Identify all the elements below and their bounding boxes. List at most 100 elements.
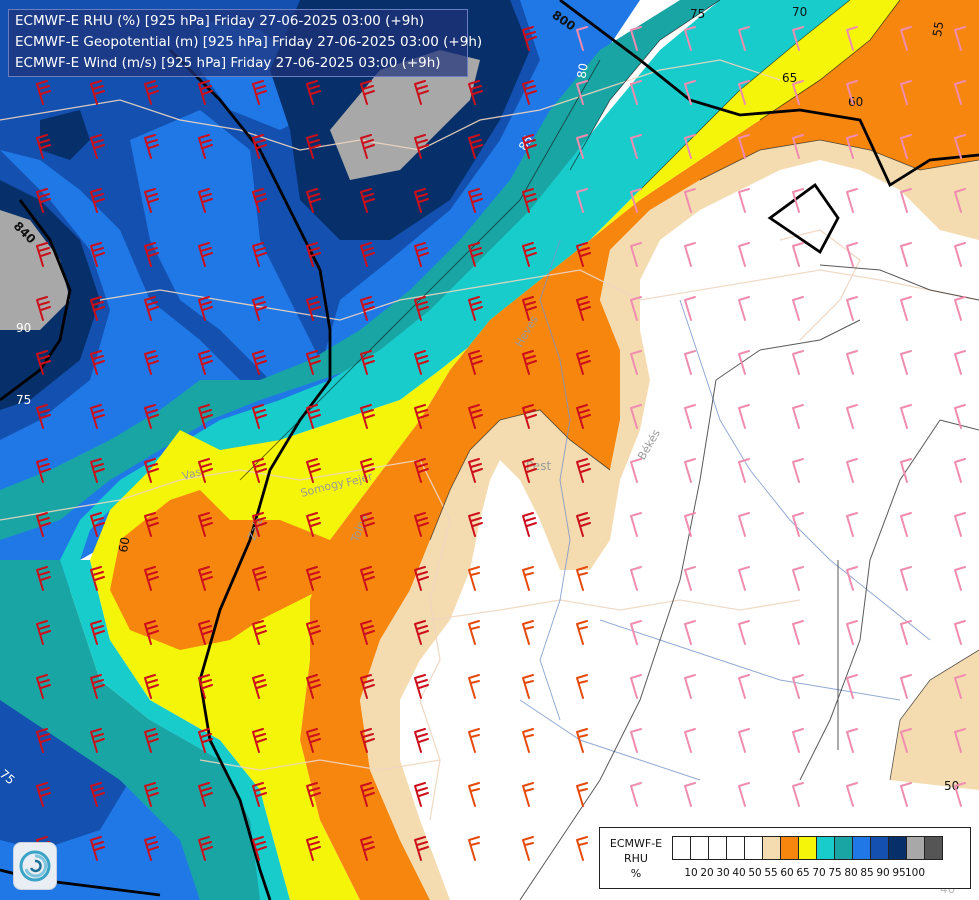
wind-barb bbox=[468, 188, 483, 213]
wind-barb bbox=[738, 728, 750, 753]
wind-barb bbox=[684, 188, 696, 213]
wind-barb bbox=[36, 296, 51, 321]
legend-tick-40: 40 bbox=[732, 867, 746, 879]
legend-tick-75: 75 bbox=[828, 867, 842, 879]
legend-tick-20: 20 bbox=[700, 867, 714, 879]
wind-barb bbox=[252, 674, 267, 699]
place-label-vas: Vas bbox=[181, 465, 203, 483]
wind-barb bbox=[738, 566, 750, 591]
legend-ticks: 10 20 30 40 50 55 60 65 70 75 80 85 90 95 100 bbox=[672, 867, 972, 881]
wind-barb bbox=[954, 512, 966, 537]
wind-barb bbox=[306, 404, 321, 429]
wind-barb bbox=[522, 566, 534, 591]
wind-barb bbox=[36, 242, 51, 267]
wind-barb bbox=[522, 26, 537, 51]
wind-barb bbox=[306, 512, 321, 537]
wind-barb bbox=[900, 620, 912, 645]
wind-barb bbox=[954, 674, 966, 699]
legend-swatch-100 bbox=[924, 836, 943, 860]
wind-barb bbox=[522, 188, 537, 213]
ecmwf-swirl-logo-icon[interactable] bbox=[13, 842, 57, 890]
wind-barb bbox=[576, 782, 588, 807]
legend-swatch-30 bbox=[708, 836, 727, 860]
wind-barb bbox=[414, 566, 429, 591]
wind-barb bbox=[738, 188, 750, 213]
wind-barb bbox=[522, 512, 537, 537]
wind-barb bbox=[144, 782, 159, 807]
wind-barb bbox=[360, 296, 375, 321]
wind-barb bbox=[576, 296, 591, 321]
wind-barbs bbox=[36, 26, 966, 861]
wind-barb bbox=[306, 350, 321, 375]
wind-barb bbox=[738, 80, 750, 105]
wind-barb bbox=[630, 458, 642, 483]
wind-barb bbox=[144, 80, 159, 105]
wind-barb bbox=[630, 134, 642, 159]
wind-barb bbox=[576, 350, 591, 375]
wind-barb bbox=[360, 728, 375, 753]
wind-barb bbox=[252, 566, 267, 591]
wind-barb bbox=[846, 566, 858, 591]
rhu-band-60 bbox=[300, 0, 979, 900]
wind-barb bbox=[792, 296, 804, 321]
wind-barb bbox=[468, 458, 483, 483]
wind-barb bbox=[36, 134, 51, 159]
wind-barb bbox=[90, 80, 105, 105]
wind-barb bbox=[954, 782, 966, 807]
wind-barb bbox=[414, 350, 429, 375]
wind-barb bbox=[630, 350, 642, 375]
wind-barb bbox=[144, 728, 159, 753]
wind-barb bbox=[900, 188, 912, 213]
wind-barb bbox=[414, 836, 429, 861]
wind-barb bbox=[684, 566, 696, 591]
wind-barb bbox=[360, 350, 375, 375]
wind-barb bbox=[468, 566, 480, 591]
wind-barb bbox=[90, 296, 105, 321]
legend-swatch-55 bbox=[762, 836, 781, 860]
wind-barb bbox=[306, 728, 321, 753]
wind-barb bbox=[846, 80, 858, 105]
wind-barb bbox=[414, 620, 429, 645]
wind-barb bbox=[90, 350, 105, 375]
wind-barb bbox=[360, 242, 375, 267]
wind-barb bbox=[252, 188, 267, 213]
wind-barb bbox=[414, 674, 429, 699]
wind-barb bbox=[144, 512, 159, 537]
wind-barb bbox=[684, 404, 696, 429]
wind-barb bbox=[792, 26, 804, 51]
wind-barb bbox=[630, 620, 642, 645]
wind-barb bbox=[684, 620, 696, 645]
wind-barb bbox=[144, 566, 159, 591]
wind-barb bbox=[684, 512, 696, 537]
wind-barb bbox=[900, 782, 912, 807]
wind-barb bbox=[90, 188, 105, 213]
wind-barb bbox=[360, 620, 375, 645]
wind-barb bbox=[576, 188, 588, 213]
wind-barb bbox=[144, 404, 159, 429]
legend-swatch-80 bbox=[852, 836, 871, 860]
wind-barb bbox=[414, 728, 429, 753]
legend-tick-60: 60 bbox=[780, 867, 794, 879]
wind-barb bbox=[846, 26, 858, 51]
wind-barb bbox=[684, 242, 696, 267]
wind-barb bbox=[954, 80, 966, 105]
wind-barb bbox=[900, 512, 912, 537]
wind-barb bbox=[36, 728, 51, 753]
wind-barb bbox=[630, 674, 642, 699]
wind-barb bbox=[522, 350, 537, 375]
wind-barb bbox=[684, 674, 696, 699]
wind-barb bbox=[522, 404, 537, 429]
wind-barb bbox=[90, 836, 105, 861]
wind-barb bbox=[954, 26, 966, 51]
wind-barb bbox=[522, 674, 534, 699]
wind-barb bbox=[900, 242, 912, 267]
wind-barb bbox=[684, 296, 696, 321]
wind-barb bbox=[522, 242, 537, 267]
wind-barb bbox=[900, 404, 912, 429]
wind-barb bbox=[414, 296, 429, 321]
contour-label-70: 70 bbox=[792, 5, 807, 19]
wind-barb bbox=[144, 242, 159, 267]
wind-barb bbox=[954, 188, 966, 213]
legend-swatch-60 bbox=[780, 836, 799, 860]
